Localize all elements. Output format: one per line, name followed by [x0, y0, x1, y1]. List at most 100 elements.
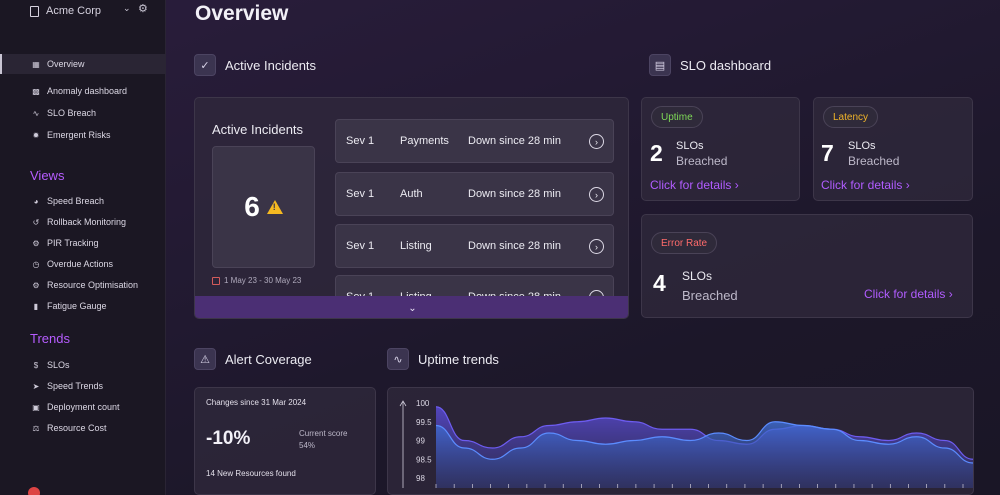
slo-count: 2: [650, 140, 663, 166]
slo-card-uptime[interactable]: Uptime 2 SLOs Breached Click for details…: [641, 97, 800, 201]
sidebar-item-fatigue-gauge[interactable]: ▮ Fatigue Gauge: [0, 296, 166, 316]
sidebar-item-label: Resource Optimisation: [47, 280, 139, 290]
section-title: Uptime trends: [418, 351, 499, 367]
details-link-text: Click for details: [864, 287, 946, 301]
series-line: [435, 406, 973, 460]
section-title: SLO dashboard: [680, 57, 772, 73]
chevron-right-circle-icon[interactable]: ›: [589, 239, 604, 254]
org-switcher[interactable]: Acme Corp ⌄ ⚙: [30, 3, 150, 19]
slo-heading: ▤ SLO dashboard: [649, 54, 771, 76]
gear-icon[interactable]: ⚙: [138, 3, 148, 15]
sidebar-item-deployment-count[interactable]: ▣ Deployment count: [0, 397, 166, 417]
incident-severity: Sev 1: [346, 135, 375, 147]
sidebar-item-overdue-actions[interactable]: ◷ Overdue Actions: [0, 254, 166, 274]
y-tick-label: 99.5: [416, 418, 432, 427]
warning-triangle-icon: ⚠: [194, 348, 216, 370]
sidebar-item-label: Rollback Monitoring: [47, 217, 127, 227]
page-title: Overview: [195, 2, 289, 25]
dashboard-icon: ▩: [32, 86, 40, 96]
slo-label: SLOs Breached: [682, 266, 738, 306]
sidebar-item-label: Speed Trends: [47, 381, 104, 391]
incident-duration: Down since 28 min: [468, 188, 561, 200]
details-link[interactable]: Click for details ›: [864, 287, 953, 301]
org-name: Acme Corp: [46, 5, 102, 17]
slo-card-error-rate[interactable]: Error Rate 4 SLOs Breached Click for det…: [641, 214, 973, 318]
slo-count: 7: [821, 140, 834, 166]
cost-icon: ⚖: [32, 423, 40, 433]
chevron-right-icon: ›: [905, 178, 910, 192]
sidebar-item-resource-cost[interactable]: ⚖ Resource Cost: [0, 418, 166, 438]
chevron-right-circle-icon[interactable]: ›: [589, 134, 604, 149]
expand-incidents-button[interactable]: ⌄: [195, 296, 628, 318]
sidebar-item-slos[interactable]: $ SLOs: [0, 355, 166, 375]
current-score: Current score 54%: [299, 428, 347, 452]
slo-label-sub: Breached: [848, 154, 900, 168]
date-range-text: 1 May 23 - 30 May 23: [224, 276, 302, 285]
sidebar-item-speed-trends[interactable]: ➤ Speed Trends: [0, 376, 166, 396]
y-tick-label: 98: [416, 474, 425, 483]
pulse-icon: ∿: [387, 348, 409, 370]
incident-row[interactable]: Sev 1 Listing Down since 28 min ›: [335, 224, 614, 268]
incident-service: Listing: [400, 240, 432, 252]
speed-icon: ➤: [32, 381, 40, 391]
views-heading: Views: [30, 168, 65, 183]
clock-icon: ◷: [32, 259, 40, 269]
sidebar-item-label: Fatigue Gauge: [47, 301, 107, 311]
pulse-icon: ∿: [32, 108, 40, 118]
speedometer-icon: ◕: [33, 196, 39, 206]
bar-chart-icon: ▤: [649, 54, 671, 76]
slo-pill: Error Rate: [651, 232, 718, 254]
incident-row[interactable]: Sev 1 Auth Down since 28 min ›: [335, 172, 614, 216]
chevron-down-icon: ⌄: [408, 302, 417, 314]
slo-count: 4: [653, 270, 666, 296]
details-link[interactable]: Click for details ›: [650, 178, 739, 192]
slo-card-latency[interactable]: Latency 7 SLOs Breached Click for detail…: [813, 97, 973, 201]
sidebar-item-label: Overdue Actions: [47, 259, 114, 269]
series-area: [436, 421, 973, 488]
uptime-chart: 100 99.5 99 98.5 98: [399, 399, 973, 488]
slo-label: SLOs Breached: [676, 139, 727, 169]
sidebar-item-label: SLO Breach: [47, 108, 97, 118]
chevron-right-circle-icon[interactable]: ›: [589, 187, 604, 202]
sidebar-item-anomaly-dashboard[interactable]: ▩ Anomaly dashboard: [0, 81, 166, 101]
sidebar-item-label: Resource Cost: [47, 423, 107, 433]
sidebar-item-speed-breach[interactable]: ◕ Speed Breach: [0, 191, 166, 211]
sidebar-item-pir-tracking[interactable]: ⚙ PIR Tracking: [0, 233, 166, 253]
tracking-icon: ⚙: [32, 238, 40, 248]
changes-since: Changes since 31 Mar 2024: [206, 398, 307, 407]
incident-count: 6: [212, 146, 315, 268]
incident-service: Payments: [400, 135, 449, 147]
avatar[interactable]: [28, 487, 40, 495]
sidebar-item-label: Overview: [47, 59, 85, 69]
slo-pill: Latency: [823, 106, 879, 128]
coverage-delta: -10%: [206, 428, 251, 449]
deploy-icon: ▣: [32, 402, 40, 412]
incident-duration: Down since 28 min: [468, 240, 561, 252]
sidebar-item-overview[interactable]: ▦ Overview: [0, 54, 166, 74]
warning-icon: [266, 200, 283, 214]
battery-icon: ▮: [33, 301, 39, 311]
details-link-text: Click for details: [821, 178, 903, 192]
calendar-icon: [212, 276, 220, 285]
sidebar-item-label: Deployment count: [47, 402, 120, 412]
new-resources: 14 New Resources found: [206, 469, 296, 478]
series-line: [435, 421, 973, 464]
incidents-panel: Active Incidents 6 1 May 23 - 30 May 23 …: [194, 97, 629, 319]
sidebar-item-resource-optimisation[interactable]: ⚙ Resource Optimisation: [0, 275, 166, 295]
slo-label-title: SLOs: [682, 269, 713, 283]
details-link-text: Click for details: [650, 178, 732, 192]
details-link[interactable]: Click for details ›: [821, 178, 910, 192]
sidebar-item-emergent-risks[interactable]: ✹ Emergent Risks: [0, 125, 166, 145]
settings-icon: ⚙: [32, 280, 40, 290]
pill-label: Latency: [833, 111, 869, 123]
incident-row[interactable]: Sev 1 Payments Down since 28 min ›: [335, 119, 614, 163]
check-circle-icon: ✓: [194, 54, 216, 76]
sidebar-item-rollback-monitoring[interactable]: ↺ Rollback Monitoring: [0, 212, 166, 232]
alert-coverage-heading: ⚠ Alert Coverage: [194, 348, 312, 370]
sidebar-item-slo-breach[interactable]: ∿ SLO Breach: [0, 103, 166, 123]
incident-severity: Sev 1: [346, 240, 375, 252]
y-tick-label: 100: [416, 399, 430, 408]
incidents-card-title: Active Incidents: [212, 122, 304, 137]
chevron-down-icon[interactable]: ⌄: [123, 3, 131, 13]
sidebar-item-label: Speed Breach: [47, 196, 105, 206]
